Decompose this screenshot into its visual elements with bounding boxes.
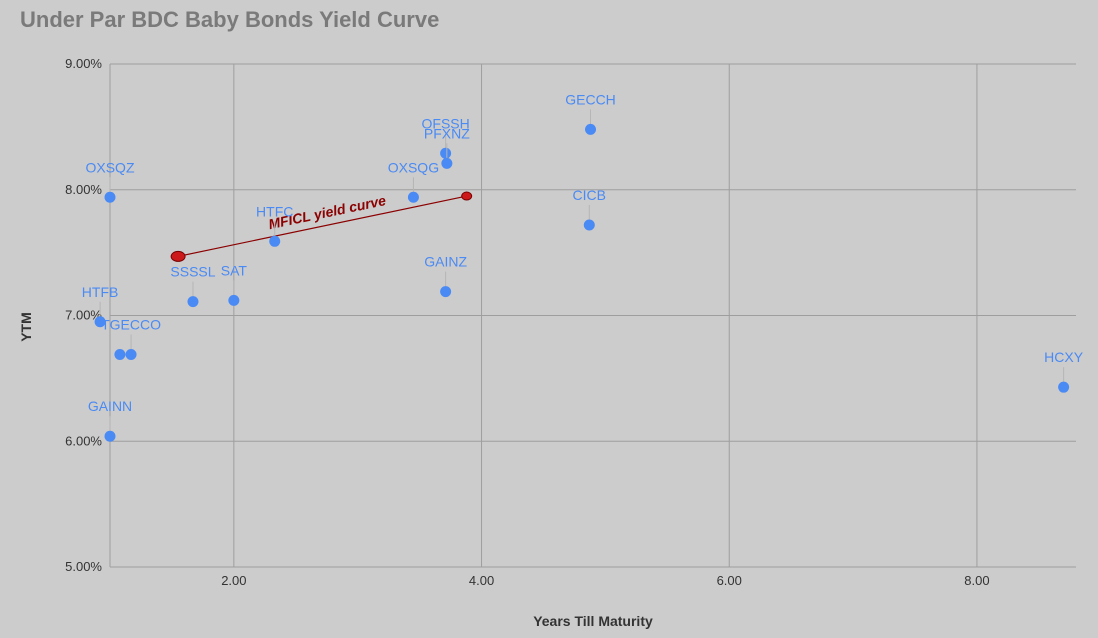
mficl-curve-end-marker bbox=[461, 191, 473, 201]
mficl-curve-line bbox=[177, 195, 467, 257]
data-point bbox=[440, 147, 452, 159]
gridlines bbox=[109, 63, 1076, 568]
data-point bbox=[187, 296, 199, 308]
data-points: OXSQZ HTFB TGECCO GAINN SSSSL SAT HTFC OXSQG OFS… bbox=[82, 91, 1084, 442]
chart-title: Under Par BDC Baby Bonds Yield Curve bbox=[20, 7, 439, 32]
x-axis-ticks: 2.00 4.00 6.00 8.00 bbox=[221, 573, 989, 588]
point-label: HTFB bbox=[82, 284, 119, 300]
point-label: CICB bbox=[573, 187, 606, 203]
y-tick-label: 7.00% bbox=[65, 308, 102, 323]
point-label: SAT bbox=[221, 262, 248, 278]
y-axis-title: YTM bbox=[18, 312, 34, 342]
x-tick-label: 8.00 bbox=[964, 573, 989, 588]
data-point bbox=[440, 286, 452, 298]
data-point bbox=[114, 348, 126, 360]
data-point bbox=[583, 219, 595, 231]
data-point bbox=[441, 157, 453, 169]
point-label: OXSQZ bbox=[85, 159, 134, 175]
y-tick-label: 9.00% bbox=[65, 56, 102, 71]
point-label: OFSSH bbox=[422, 115, 470, 131]
y-axis-ticks: 5.00% 6.00% 7.00% 8.00% 9.00% bbox=[65, 56, 102, 574]
x-axis-title: Years Till Maturity bbox=[533, 613, 653, 629]
mficl-curve-start-marker bbox=[170, 250, 186, 262]
data-point bbox=[585, 123, 597, 135]
point-label: SSSSL bbox=[170, 264, 215, 280]
data-point bbox=[125, 348, 137, 360]
data-point bbox=[269, 235, 281, 247]
point-label: GAINN bbox=[88, 398, 132, 414]
data-point bbox=[407, 191, 419, 203]
data-point bbox=[228, 294, 240, 306]
y-tick-label: 6.00% bbox=[65, 433, 102, 448]
x-tick-label: 6.00 bbox=[717, 573, 742, 588]
point-label: HTFC bbox=[256, 203, 293, 219]
point-label: GAINZ bbox=[424, 254, 467, 270]
x-tick-label: 4.00 bbox=[469, 573, 494, 588]
data-point bbox=[104, 191, 116, 203]
y-tick-label: 8.00% bbox=[65, 182, 102, 197]
data-point bbox=[94, 316, 106, 328]
point-label: TGECCO bbox=[101, 316, 161, 332]
point-label: OXSQG bbox=[388, 159, 439, 175]
point-label: PFXNZ bbox=[424, 125, 470, 141]
data-point bbox=[1058, 381, 1070, 393]
point-label: HCXY bbox=[1044, 349, 1084, 365]
point-label: GECCH bbox=[565, 91, 616, 107]
x-tick-label: 2.00 bbox=[221, 573, 246, 588]
data-point bbox=[104, 430, 116, 442]
y-tick-label: 5.00% bbox=[65, 559, 102, 574]
